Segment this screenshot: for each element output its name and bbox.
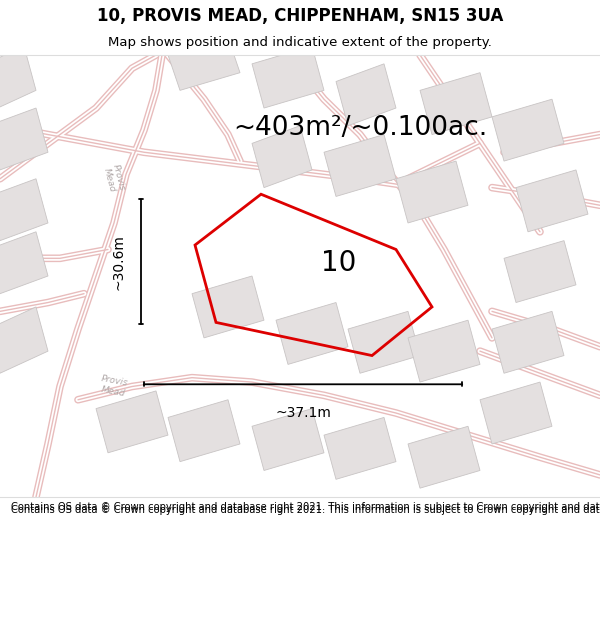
- Polygon shape: [408, 320, 480, 382]
- Polygon shape: [252, 409, 324, 471]
- Text: Map shows position and indicative extent of the property.: Map shows position and indicative extent…: [108, 36, 492, 49]
- Polygon shape: [0, 179, 48, 241]
- Polygon shape: [396, 161, 468, 223]
- Polygon shape: [492, 99, 564, 161]
- Polygon shape: [420, 72, 492, 134]
- Polygon shape: [336, 64, 396, 126]
- Polygon shape: [0, 108, 48, 170]
- Polygon shape: [480, 382, 552, 444]
- Polygon shape: [252, 126, 312, 188]
- Polygon shape: [252, 46, 324, 108]
- Text: Provis
Mead: Provis Mead: [101, 163, 127, 194]
- Text: ~30.6m: ~30.6m: [112, 234, 126, 289]
- Text: Provis
Mead: Provis Mead: [99, 374, 129, 398]
- Polygon shape: [348, 311, 420, 373]
- Text: ~403m²/~0.100ac.: ~403m²/~0.100ac.: [233, 115, 487, 141]
- Polygon shape: [168, 400, 240, 462]
- Polygon shape: [168, 38, 240, 91]
- Polygon shape: [324, 134, 396, 196]
- Polygon shape: [192, 276, 264, 338]
- Polygon shape: [516, 170, 588, 232]
- Text: 10, PROVIS MEAD, CHIPPENHAM, SN15 3UA: 10, PROVIS MEAD, CHIPPENHAM, SN15 3UA: [97, 8, 503, 26]
- Polygon shape: [0, 232, 48, 298]
- Polygon shape: [408, 426, 480, 488]
- Polygon shape: [324, 418, 396, 479]
- Text: 10: 10: [322, 249, 356, 277]
- Text: ~37.1m: ~37.1m: [275, 406, 331, 421]
- Polygon shape: [0, 307, 48, 373]
- Text: Contains OS data © Crown copyright and database right 2021. This information is : Contains OS data © Crown copyright and d…: [11, 502, 600, 512]
- Polygon shape: [96, 391, 168, 452]
- Polygon shape: [0, 46, 36, 112]
- Polygon shape: [276, 302, 348, 364]
- Text: Contains OS data © Crown copyright and database right 2021. This information is : Contains OS data © Crown copyright and d…: [11, 504, 600, 514]
- Polygon shape: [492, 311, 564, 373]
- Polygon shape: [504, 241, 576, 302]
